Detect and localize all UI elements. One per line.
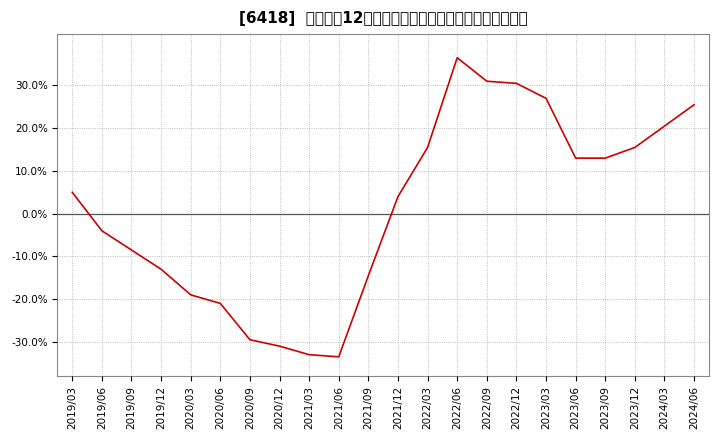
Title: [6418]  売上高の12か月移動合計の対前年同期増減率の推移: [6418] 売上高の12か月移動合計の対前年同期増減率の推移: [239, 11, 528, 26]
